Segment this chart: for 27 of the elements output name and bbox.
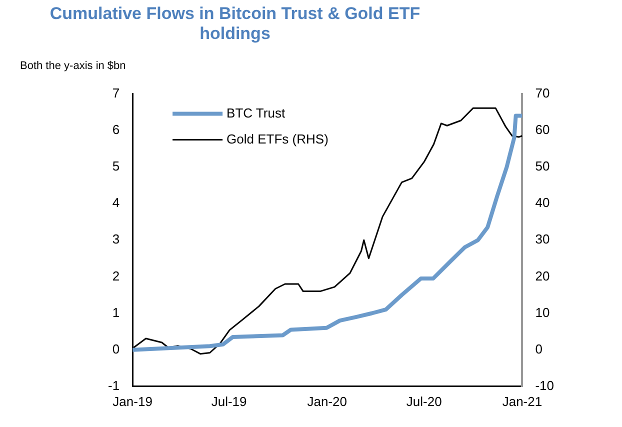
y2-tick-label: 70 (535, 85, 550, 100)
chart-subtitle: Both the y-axis in $bn (20, 60, 126, 72)
x-tick-label: Jul-20 (406, 394, 442, 409)
y2-tick-label: 60 (535, 122, 550, 137)
x-tick-label: Jan-19 (112, 394, 152, 409)
y2-tick-label: 10 (535, 304, 550, 320)
y2-tick-label: 50 (535, 158, 550, 174)
chart-title: Cumulative Flows in Bitcoin Trust & Gold ETF holdings (48, 4, 422, 44)
y-tick-label: 6 (112, 122, 120, 137)
y-tick-label: -1 (108, 378, 120, 393)
x-tick-label: Jan-21 (502, 394, 542, 409)
legend-label: Gold ETFs (RHS) (226, 131, 328, 146)
y-tick-label: 2 (112, 268, 120, 284)
y2-tick-label: 0 (535, 341, 542, 356)
x-tick-label: Jan-20 (307, 394, 347, 409)
x-tick-label: Jul-19 (211, 394, 247, 409)
y2-tick-label: 20 (535, 268, 550, 284)
y-tick-label: 5 (112, 158, 120, 174)
y-tick-label: 1 (112, 304, 120, 320)
y2-tick-label: 30 (535, 232, 550, 247)
y-tick-label: 4 (112, 195, 120, 210)
legend-label: BTC Trust (226, 105, 286, 120)
y-tick-label: 0 (112, 341, 120, 356)
y-tick-label: 7 (112, 85, 120, 100)
y-tick-label: 3 (112, 232, 120, 247)
y2-tick-label: -10 (535, 378, 554, 393)
y2-tick-label: 40 (535, 195, 550, 210)
